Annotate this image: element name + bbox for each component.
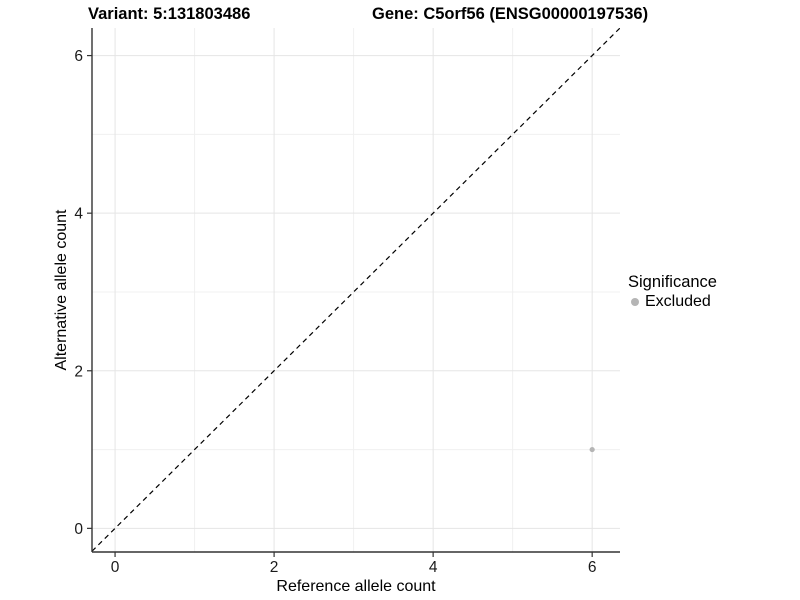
legend-item-excluded: Excluded — [628, 293, 717, 311]
y-tick-label: 2 — [74, 363, 83, 380]
legend: Significance Excluded — [628, 272, 717, 311]
y-tick-label: 6 — [74, 48, 83, 65]
x-tick-label: 0 — [111, 559, 120, 576]
legend-title: Significance — [628, 273, 717, 291]
y-tick-label: 0 — [74, 521, 83, 538]
x-tick-label: 6 — [588, 559, 597, 576]
x-tick-label: 4 — [429, 559, 438, 576]
variant-title: Variant: 5:131803486 — [88, 5, 251, 23]
x-tick-label: 2 — [270, 559, 279, 576]
x-axis-label: Reference allele count — [276, 578, 436, 595]
legend-item-label: Excluded — [645, 293, 711, 310]
gene-title: Gene: C5orf56 (ENSG00000197536) — [372, 5, 649, 23]
y-tick-label: 4 — [74, 206, 83, 223]
excluded-point-icon — [631, 298, 639, 306]
identity-dashed-line — [92, 28, 620, 552]
data-point — [589, 446, 595, 453]
